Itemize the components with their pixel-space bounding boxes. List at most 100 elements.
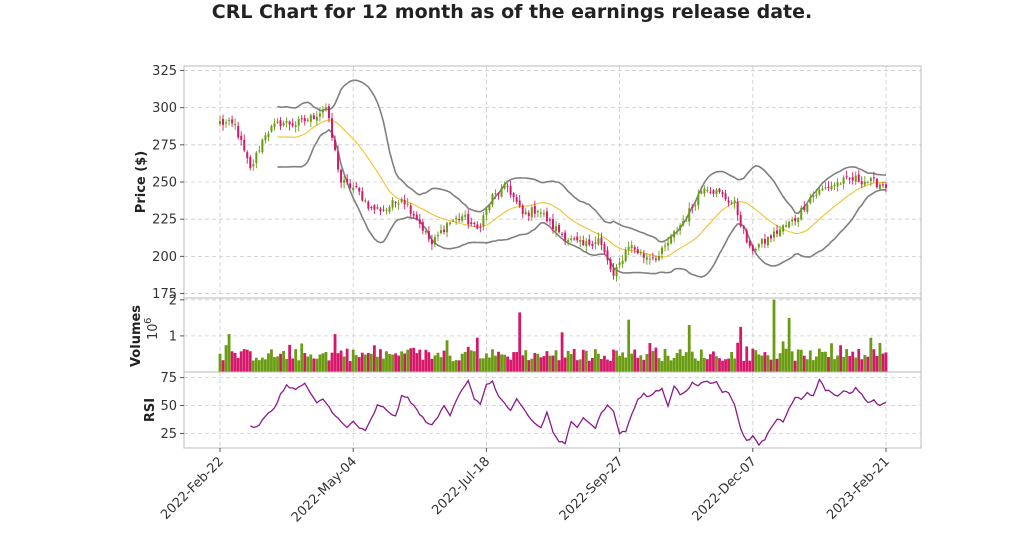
candle-body xyxy=(358,187,361,192)
candle-body xyxy=(376,206,379,209)
candle-body xyxy=(521,205,524,215)
candle-body xyxy=(763,239,766,244)
candle-body xyxy=(473,222,476,224)
candle-body xyxy=(412,213,415,216)
volume-bar xyxy=(412,347,416,372)
volume-bar xyxy=(845,349,849,372)
volume-bar xyxy=(257,360,261,372)
candle-body xyxy=(243,139,246,151)
candle-body xyxy=(606,250,609,261)
candle-body xyxy=(788,221,791,228)
candle-body xyxy=(436,235,439,237)
volume-bar xyxy=(569,354,573,372)
volume-bar xyxy=(554,350,558,372)
candle-body xyxy=(806,204,809,212)
candle-body xyxy=(818,189,821,195)
candle-body xyxy=(639,252,642,254)
volume-bar xyxy=(360,352,364,372)
volume-bar xyxy=(230,351,234,372)
candle-body xyxy=(736,202,739,216)
candle-body xyxy=(697,194,700,206)
candle-body xyxy=(657,255,660,261)
candle-body xyxy=(334,139,337,150)
volume-bar xyxy=(457,360,461,372)
candle-body xyxy=(881,184,884,186)
volume-bar xyxy=(648,343,652,372)
volume-bar xyxy=(415,353,419,372)
candle-body xyxy=(515,197,518,202)
candle-body xyxy=(688,208,691,222)
candle-body xyxy=(682,220,685,225)
volume-bar xyxy=(566,350,570,372)
x-tick-label: 2022-Feb-22 xyxy=(158,454,227,523)
volume-bar xyxy=(539,357,543,372)
volume-bar xyxy=(769,359,773,372)
volume-bar xyxy=(315,358,319,372)
rsi-axis-label: RSI xyxy=(143,398,158,422)
candle-body xyxy=(854,175,857,182)
candle-body xyxy=(791,219,794,222)
candle-body xyxy=(721,192,724,195)
volume-panel: 1 2 Volumes 10 6 xyxy=(129,293,922,373)
candle-body xyxy=(509,186,512,195)
volume-bar xyxy=(324,352,328,372)
volume-bar xyxy=(366,353,370,372)
candle-body xyxy=(582,240,585,246)
candle-body xyxy=(252,164,255,167)
volume-bar xyxy=(336,353,340,372)
candle-body xyxy=(670,235,673,244)
candle-body xyxy=(255,152,258,164)
candle-body xyxy=(860,181,863,185)
candle-body xyxy=(615,266,618,277)
candle-body xyxy=(724,193,727,200)
volume-y-tick-label: 1 xyxy=(169,329,177,344)
volume-bar xyxy=(742,360,746,372)
volume-bar xyxy=(245,349,249,372)
x-tick-label: 2022-Dec-07 xyxy=(690,454,760,524)
candle-body xyxy=(651,257,654,259)
volume-bar xyxy=(781,341,785,372)
candle-body xyxy=(718,188,721,193)
volume-bar xyxy=(463,351,467,372)
candle-body xyxy=(279,120,282,126)
volume-bar xyxy=(757,354,761,372)
candle-body xyxy=(409,205,412,214)
volume-bar xyxy=(236,358,240,372)
candle-body xyxy=(467,213,470,225)
volume-bar xyxy=(276,356,279,372)
volume-bar xyxy=(218,353,222,372)
volume-bar xyxy=(506,356,509,372)
price-axis-label: Price ($) xyxy=(134,151,149,213)
volume-multiplier: 10 6 xyxy=(143,318,161,340)
candle-body xyxy=(234,123,237,126)
volume-bar xyxy=(842,357,846,372)
volume-bar xyxy=(712,351,715,372)
candle-body xyxy=(848,178,851,180)
candle-body xyxy=(612,268,615,276)
volume-bar xyxy=(754,350,758,372)
candle-body xyxy=(588,239,591,245)
candle-body xyxy=(240,135,243,140)
candle-body xyxy=(421,222,424,231)
volume-bar xyxy=(727,358,730,372)
volume-bar xyxy=(439,357,443,372)
volume-bar xyxy=(830,343,833,372)
volume-bar xyxy=(584,350,588,372)
volume-bar xyxy=(472,351,476,372)
volume-bar xyxy=(251,360,255,372)
volume-bar xyxy=(636,357,640,372)
candle-body xyxy=(579,240,582,243)
candle-body xyxy=(285,121,288,123)
volume-bar xyxy=(766,355,770,372)
volume-bar xyxy=(509,359,513,372)
volume-bar xyxy=(379,349,382,372)
volume-bar xyxy=(497,351,500,372)
candle-body xyxy=(827,186,830,189)
volume-bar xyxy=(515,352,519,372)
candle-body xyxy=(349,183,352,189)
candle-body xyxy=(491,194,494,205)
volume-multiplier-base: 10 xyxy=(146,323,161,340)
volume-bar xyxy=(860,359,864,372)
